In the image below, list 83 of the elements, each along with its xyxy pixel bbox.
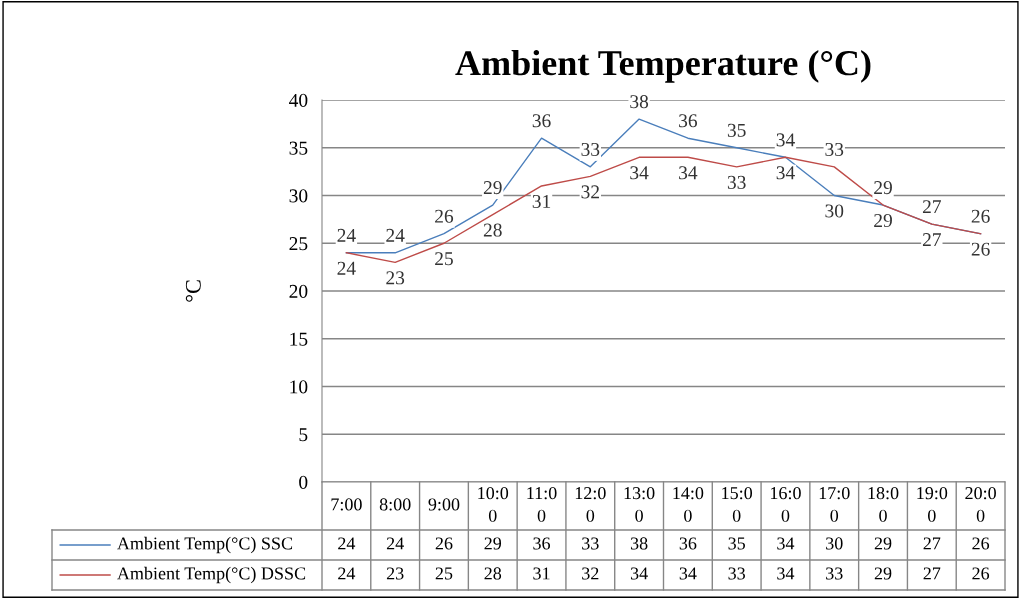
x-tick-label: 16:00 [771, 487, 801, 522]
y-tick-label: 5 [299, 428, 308, 442]
text: 29 [874, 537, 892, 550]
x-tick-label: 18:00 [868, 487, 899, 522]
data-label: 24 [337, 228, 356, 242]
x-tick-label: 15:00 [722, 487, 753, 522]
data-label: 28 [483, 223, 502, 237]
text: 24 [338, 567, 356, 580]
y-axis-title: °C [185, 280, 201, 302]
chart-title: Ambient Temperature (°C) [455, 49, 871, 83]
data-label: 34 [679, 166, 698, 180]
data-label: 29 [874, 181, 892, 195]
text: 26 [972, 537, 990, 550]
text: 26 [972, 567, 990, 580]
data-label: 33 [581, 142, 600, 156]
text: 36 [533, 537, 551, 550]
text: 28 [484, 567, 502, 580]
x-tick-label: 12:00 [575, 487, 606, 522]
x-tick-label: 19:00 [917, 487, 948, 522]
legend-label: Ambient Temp(°C) DSSC [117, 566, 306, 584]
x-tick-label: 9:00 [428, 498, 460, 511]
text: 34 [630, 567, 648, 580]
y-tick-label: 20 [289, 284, 308, 298]
data-label: 23 [386, 271, 405, 285]
data-label: 26 [971, 242, 990, 256]
y-tick-label: 10 [290, 380, 308, 394]
data-label: 32 [581, 185, 599, 199]
data-label: 33 [727, 175, 746, 189]
text: 33 [582, 537, 599, 550]
y-tick-label: 30 [289, 189, 308, 203]
text: 24 [386, 537, 404, 550]
x-tick-label: 8:00 [379, 498, 411, 511]
data-label: 31 [532, 194, 551, 208]
text: 29 [874, 567, 892, 580]
data-label: 38 [630, 95, 649, 109]
data-label: 27 [922, 200, 941, 214]
text: 34 [679, 567, 697, 580]
data-label: 33 [825, 142, 844, 156]
data-label: 24 [386, 228, 405, 242]
text: 38 [630, 537, 648, 550]
y-tick-label: 40 [289, 93, 308, 107]
data-label: 35 [727, 123, 746, 137]
data-label: 36 [679, 114, 698, 128]
data-label: 34 [776, 133, 795, 147]
text: 27 [923, 537, 941, 550]
text: 33 [826, 567, 843, 580]
text: 29 [484, 537, 502, 550]
data-label: 30 [825, 204, 844, 218]
y-tick-label: 35 [289, 141, 308, 155]
y-tick-label: 0 [299, 475, 308, 489]
text: 26 [435, 537, 453, 550]
x-tick-label: 11:00 [527, 487, 557, 522]
data-label: 34 [776, 166, 795, 180]
text: 32 [582, 567, 599, 580]
legend-label: Ambient Temp(°C) SSC [117, 536, 293, 554]
text: 34 [777, 567, 795, 580]
data-label: 27 [922, 233, 941, 246]
text: 24 [338, 537, 356, 550]
text: 23 [386, 567, 404, 580]
x-tick-label: 17:00 [819, 487, 850, 522]
text: 33 [728, 567, 745, 580]
text: 31 [533, 567, 550, 580]
data-label: 24 [337, 261, 356, 275]
text: 35 [728, 537, 745, 550]
data-label: 26 [435, 209, 454, 223]
data-label: 36 [532, 114, 551, 128]
text: 36 [679, 537, 697, 550]
text: 27 [923, 567, 941, 580]
text: 25 [435, 567, 453, 580]
text: 30 [826, 537, 843, 550]
y-tick-label: 25 [289, 237, 308, 251]
x-tick-label: 13:00 [624, 487, 655, 522]
x-tick-label: 7:00 [331, 498, 362, 511]
data-label: 34 [630, 166, 649, 180]
x-tick-label: 20:00 [965, 487, 996, 522]
x-tick-label: 14:00 [673, 487, 704, 522]
data-label: 29 [874, 214, 892, 228]
y-tick-label: 15 [290, 332, 308, 346]
x-tick-label: 10:00 [478, 487, 509, 522]
data-label: 26 [971, 209, 990, 223]
data-label: 29 [483, 181, 502, 195]
text: 34 [777, 537, 795, 550]
data-label: 25 [435, 252, 453, 266]
